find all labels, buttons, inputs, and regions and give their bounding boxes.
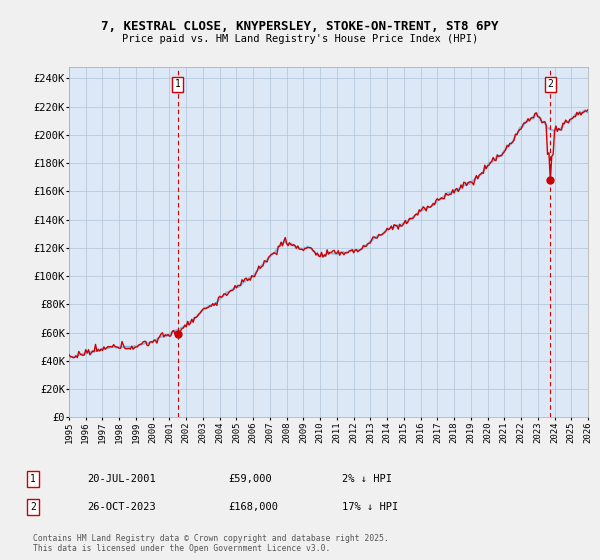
- Text: £168,000: £168,000: [228, 502, 278, 512]
- Text: Contains HM Land Registry data © Crown copyright and database right 2025.
This d: Contains HM Land Registry data © Crown c…: [33, 534, 389, 553]
- Text: 20-JUL-2001: 20-JUL-2001: [87, 474, 156, 484]
- Text: 7, KESTRAL CLOSE, KNYPERSLEY, STOKE-ON-TRENT, ST8 6PY: 7, KESTRAL CLOSE, KNYPERSLEY, STOKE-ON-T…: [101, 20, 499, 32]
- Text: 2: 2: [547, 79, 553, 89]
- Text: £59,000: £59,000: [228, 474, 272, 484]
- Text: 2% ↓ HPI: 2% ↓ HPI: [342, 474, 392, 484]
- Text: 2: 2: [30, 502, 36, 512]
- Text: 1: 1: [175, 79, 181, 89]
- Text: 26-OCT-2023: 26-OCT-2023: [87, 502, 156, 512]
- Text: 17% ↓ HPI: 17% ↓ HPI: [342, 502, 398, 512]
- Text: Price paid vs. HM Land Registry's House Price Index (HPI): Price paid vs. HM Land Registry's House …: [122, 34, 478, 44]
- Text: 1: 1: [30, 474, 36, 484]
